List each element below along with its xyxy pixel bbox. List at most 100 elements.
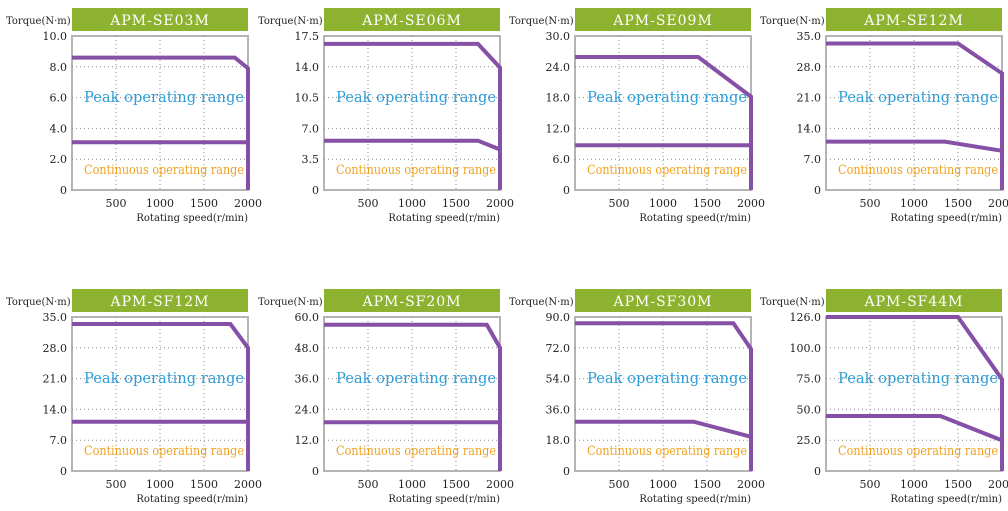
y-axis-label: Torque(N·m) [258,16,323,27]
continuous-range-label: Continuous operating range [336,444,496,459]
x-tick-label: 2000 [988,197,1008,210]
x-tick-label: 1500 [944,197,972,210]
y-tick-label: 12.0 [546,122,571,135]
y-tick-label: 30.0 [546,30,571,43]
chart-title: APM-SE06M [361,13,462,29]
y-tick-label: 7.0 [302,122,320,135]
peak-torque-curve [72,55,250,190]
x-tick-label: 500 [609,478,630,491]
y-tick-label: 21.0 [43,373,68,386]
y-tick-label: 100.0 [790,342,822,355]
continuous-range-label: Continuous operating range [838,444,998,459]
x-axis-label: Rotating speed(r/min) [639,213,751,224]
y-tick-label: 0 [60,465,67,478]
x-tick-label: 1500 [442,197,470,210]
chart-title-banner [72,8,248,31]
y-tick-label: 35.0 [43,311,68,324]
chart-title: APM-SF20M [361,294,461,310]
x-tick-label: 1500 [442,478,470,491]
x-tick-label: 500 [358,478,379,491]
x-tick-label: 2000 [486,478,514,491]
chart-panel: APM-SE03M Torque(N·m) 0 2.0 4.0 6.0 8.0 10.0 500… [6,8,262,224]
x-tick-label: 2000 [234,478,262,491]
y-tick-label: 6.0 [50,92,68,105]
y-tick-label: 10.0 [43,30,68,43]
y-tick-label: 126.0 [790,311,822,324]
chart-title-banner [575,8,751,31]
y-axis-label: Torque(N·m) [760,297,825,308]
continuous-range-label: Continuous operating range [84,163,244,178]
x-tick-label: 1000 [398,197,426,210]
y-tick-label: 10.5 [295,92,320,105]
y-tick-label: 3.5 [302,153,320,166]
x-tick-label: 2000 [486,197,514,210]
y-tick-label: 21.0 [797,92,822,105]
x-tick-label: 2000 [737,478,765,491]
x-tick-label: 1000 [900,478,928,491]
y-tick-label: 28.0 [797,61,822,74]
x-tick-label: 500 [860,197,881,210]
y-tick-label: 24.0 [295,403,320,416]
y-tick-label: 6.0 [553,153,571,166]
y-tick-label: 2.0 [50,153,68,166]
continuous-torque-curve [826,139,1003,153]
y-tick-label: 8.0 [50,61,68,74]
y-tick-label: 24.0 [546,61,571,74]
chart-panel: APM-SE09M Torque(N·m) 0 6.0 12.0 18.0 24.0 30.0… [509,8,765,224]
y-tick-label: 0 [814,184,821,197]
continuous-torque-curve [575,419,752,439]
x-tick-label: 500 [106,478,127,491]
chart-title-banner [826,8,1002,31]
y-tick-label: 0 [312,184,319,197]
x-tick-label: 500 [358,197,379,210]
y-tick-label: 54.0 [546,373,571,386]
peak-range-label: Peak operating range [336,369,496,387]
x-tick-label: 1500 [190,478,218,491]
y-axis-label: Torque(N·m) [258,297,323,308]
y-tick-label: 14.0 [295,61,320,74]
x-tick-label: 1000 [649,197,677,210]
x-tick-label: 1500 [693,478,721,491]
peak-torque-curve [826,41,1004,190]
chart-panel: APM-SF30M Torque(N·m) 0 18.0 36.0 54.0 72.0 90.… [509,289,765,505]
chart-panel: APM-SF20M Torque(N·m) 0 12.0 24.0 36.0 48.0 60.… [258,289,514,505]
x-axis-label: Rotating speed(r/min) [136,494,248,505]
chart-title: APM-SE12M [863,13,964,29]
peak-range-label: Peak operating range [587,369,747,387]
chart-panel: APM-SE06M Torque(N·m) 0 3.5 7.0 10.5 14.0 17.5 5… [258,8,514,224]
y-axis-label: Torque(N·m) [509,16,574,27]
x-axis-label: Rotating speed(r/min) [890,213,1002,224]
x-axis-label: Rotating speed(r/min) [136,213,248,224]
y-tick-label: 0 [563,465,570,478]
continuous-range-label: Continuous operating range [587,163,747,178]
continuous-range-label: Continuous operating range [838,163,998,178]
x-tick-label: 2000 [737,197,765,210]
x-tick-label: 1000 [900,197,928,210]
chart-title: APM-SF44M [863,294,963,310]
y-tick-label: 90.0 [546,311,571,324]
x-tick-label: 2000 [234,197,262,210]
x-tick-label: 1500 [944,478,972,491]
continuous-range-label: Continuous operating range [84,444,244,459]
x-axis-label: Rotating speed(r/min) [388,494,500,505]
peak-range-label: Peak operating range [336,88,496,106]
y-tick-label: 50.0 [797,403,822,416]
x-tick-label: 2000 [988,478,1008,491]
peak-torque-curve [324,41,502,190]
peak-range-label: Peak operating range [84,369,244,387]
y-tick-label: 0 [312,465,319,478]
x-tick-label: 1000 [649,478,677,491]
y-tick-label: 36.0 [295,373,320,386]
y-tick-label: 14.0 [797,122,822,135]
y-tick-label: 28.0 [43,342,68,355]
x-tick-label: 1500 [190,197,218,210]
chart-title-banner [324,8,500,31]
chart-title-banner [324,289,500,312]
x-tick-label: 1500 [693,197,721,210]
x-tick-label: 1000 [146,197,174,210]
continuous-range-label: Continuous operating range [587,444,747,459]
chart-title-banner [826,289,1002,312]
y-axis-label: Torque(N·m) [760,16,825,27]
x-tick-label: 500 [106,197,127,210]
